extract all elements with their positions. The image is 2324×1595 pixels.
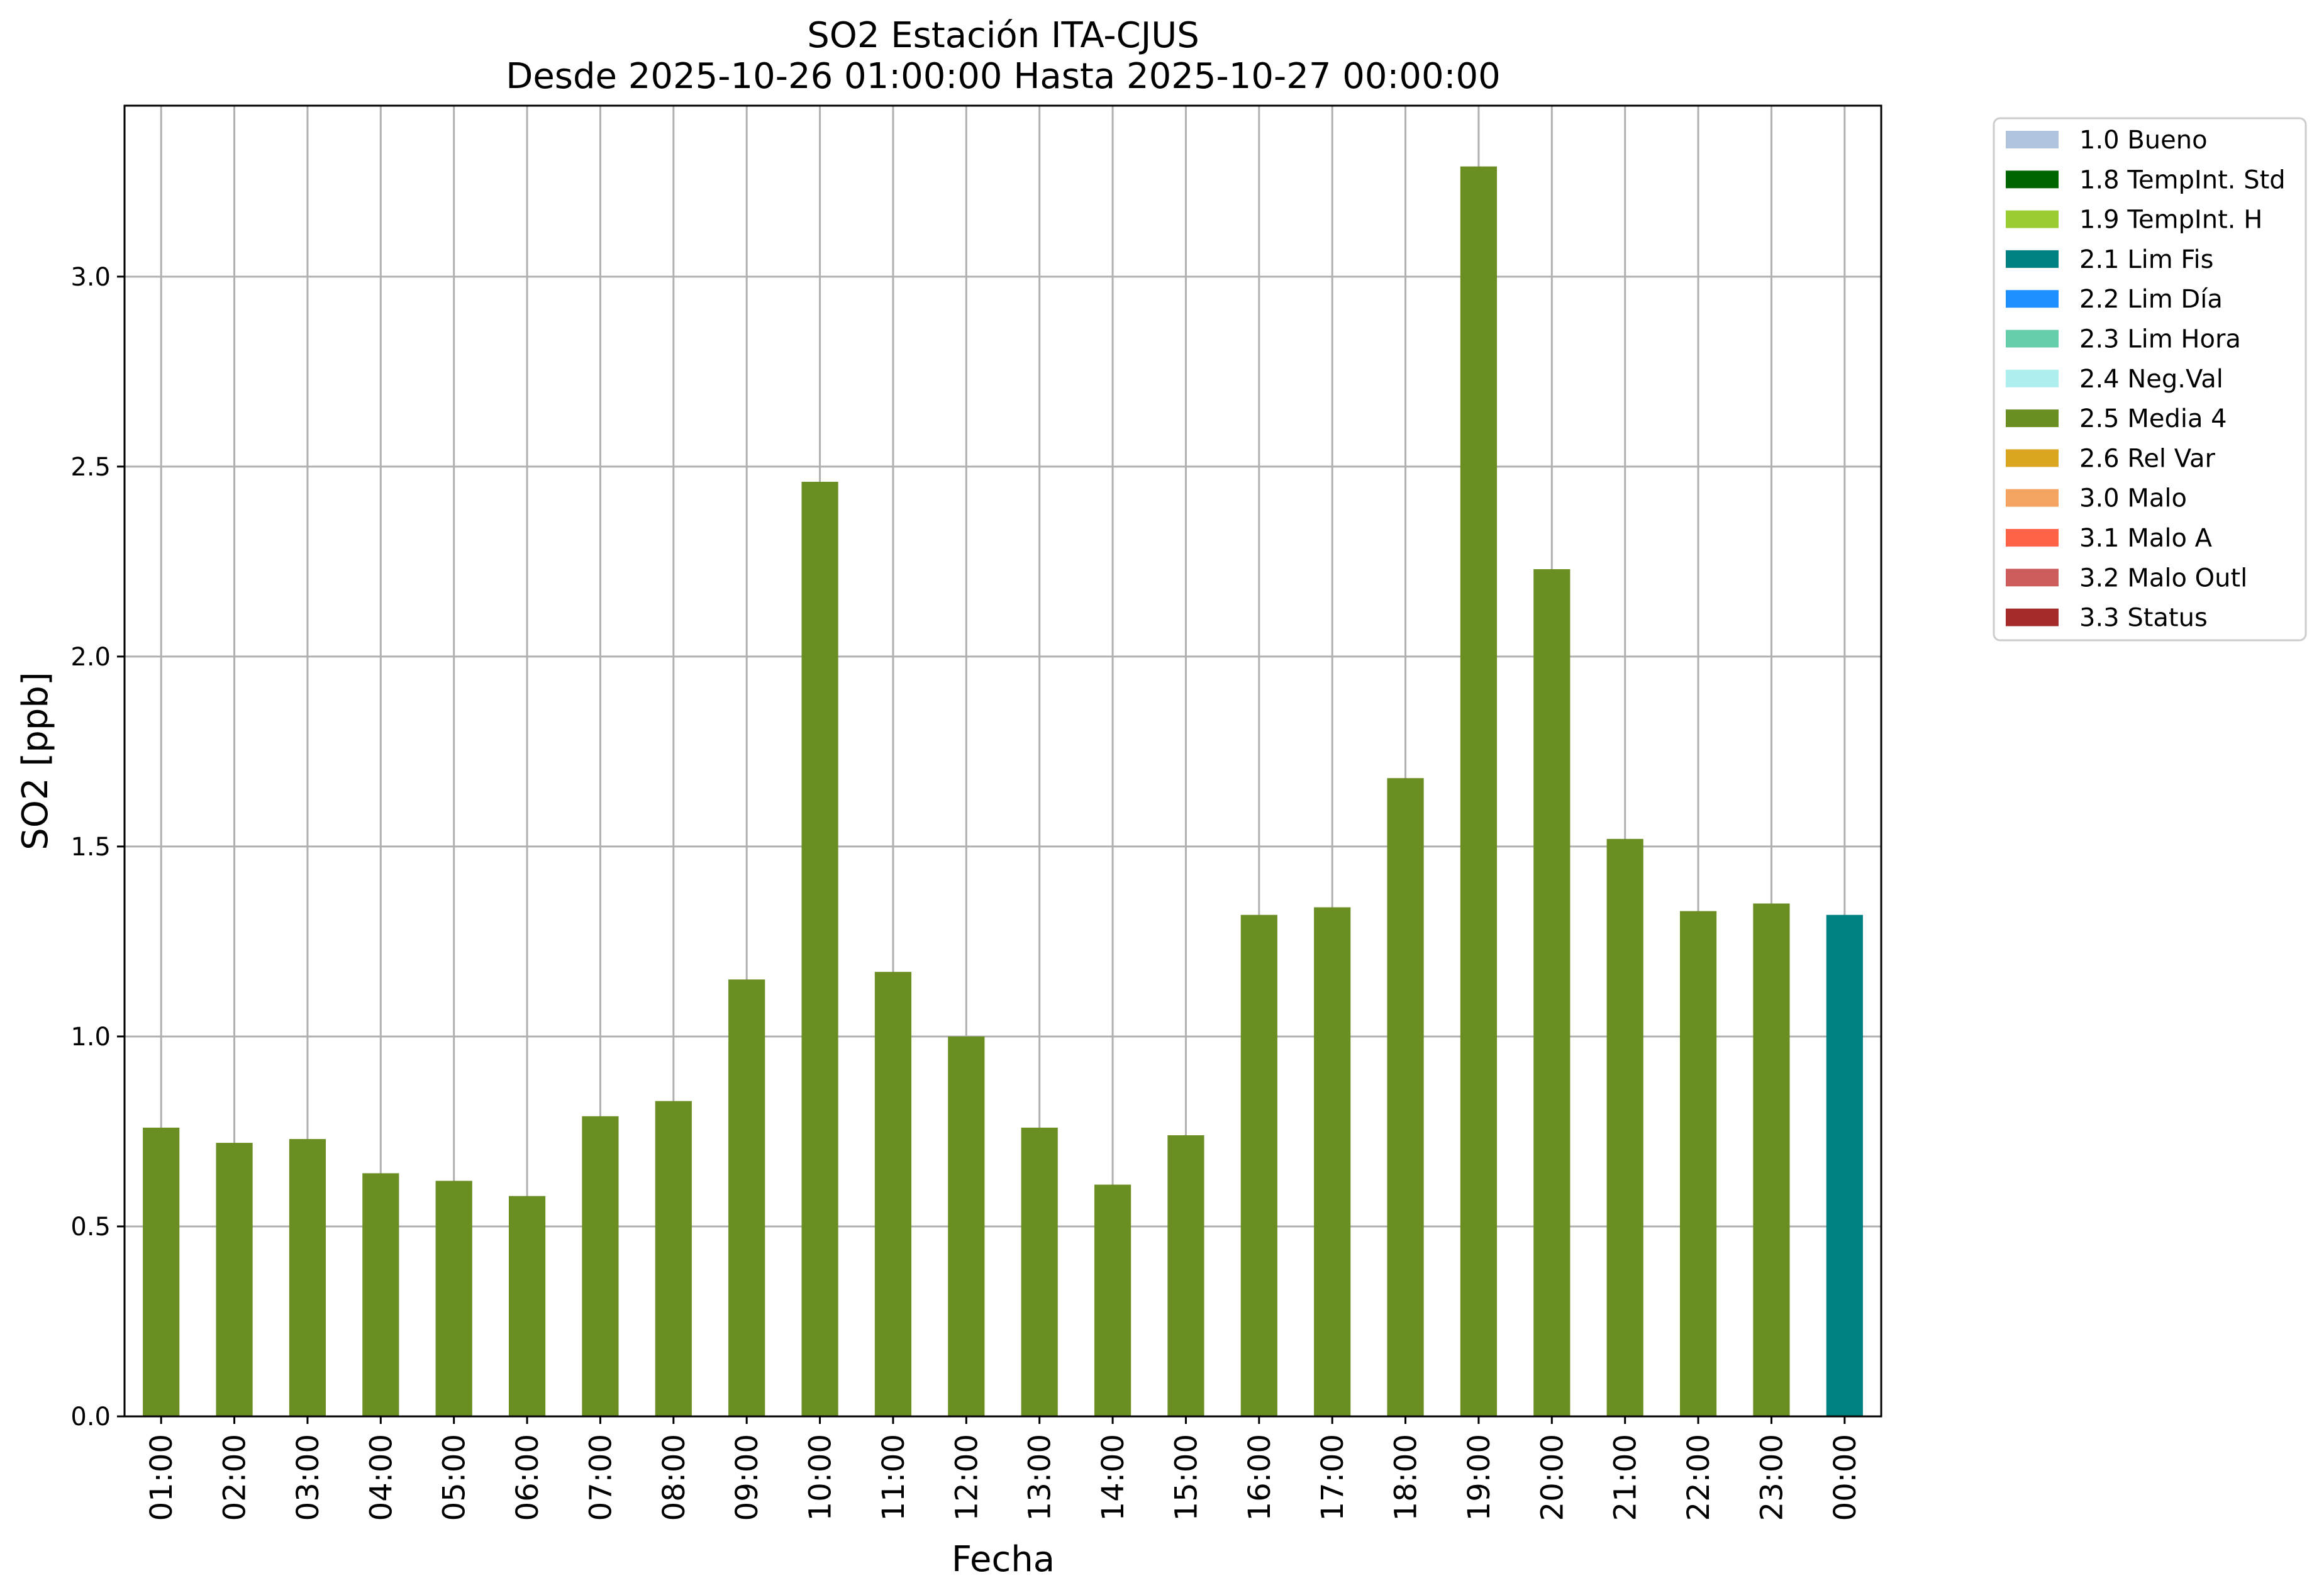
y-tick-label: 0.0 <box>70 1403 111 1431</box>
bar-1500 <box>1167 1135 1204 1416</box>
x-tick-label: 01:00 <box>144 1434 179 1521</box>
legend-label: 3.1 Malo A <box>2079 524 2213 553</box>
legend-swatch <box>2006 489 2059 507</box>
legend-items: 1.0 Bueno 1.8 TempInt. Std 1.9 TempInt. H 2… <box>2006 126 2286 633</box>
legend-label: 2.3 Lim Hora <box>2079 325 2241 354</box>
legend-label: 2.4 Neg.Val <box>2079 365 2223 394</box>
bar-0600 <box>508 1196 546 1416</box>
x-tick-label: 04:00 <box>364 1434 399 1521</box>
plot-area-frame <box>123 104 1882 1418</box>
y-tick-label: 2.0 <box>70 643 111 672</box>
legend-swatch <box>2006 330 2059 348</box>
x-tick-label: 19:00 <box>1462 1434 1497 1521</box>
bar-1100 <box>874 972 912 1416</box>
bar-2200 <box>1679 911 1717 1416</box>
legend-label: 1.9 TempInt. H <box>2079 206 2262 235</box>
legend-box <box>1993 117 2307 642</box>
bar-1400 <box>1094 1184 1131 1416</box>
y-tick-label: 0.5 <box>70 1213 111 1242</box>
legend-label: 2.1 Lim Fis <box>2079 245 2213 274</box>
x-tick-label: 05:00 <box>437 1434 472 1521</box>
y-tick-label: 3.0 <box>70 263 111 292</box>
bar-2100 <box>1606 838 1643 1416</box>
legend-swatch <box>2006 369 2059 387</box>
legend-label: 3.0 Malo <box>2079 484 2187 513</box>
chart-subtitle: Desde 2025-10-26 01:00:00 Hasta 2025-10-… <box>506 56 1501 97</box>
bar-0500 <box>435 1181 472 1416</box>
x-axis-label: Fecha <box>952 1539 1055 1580</box>
legend-label: 2.5 Media 4 <box>2079 404 2227 433</box>
bar-0800 <box>655 1101 692 1416</box>
y-axis-ticks: 0.0 0.5 1.0 1.5 2.0 2.5 3.0 <box>70 263 125 1431</box>
legend-swatch <box>2006 290 2059 308</box>
bar-1000 <box>801 482 838 1417</box>
legend-label: 3.3 Status <box>2079 604 2208 633</box>
legend-swatch <box>2006 449 2059 467</box>
x-tick-label: 15:00 <box>1169 1434 1204 1521</box>
x-tick-label: 06:00 <box>510 1434 545 1521</box>
legend-label: 1.0 Bueno <box>2079 126 2208 155</box>
x-tick-label: 17:00 <box>1315 1434 1350 1521</box>
bar-0300 <box>289 1139 326 1416</box>
bar-1800 <box>1387 778 1424 1416</box>
bars <box>143 166 1863 1417</box>
bar-2300 <box>1753 903 1790 1416</box>
legend-label: 3.2 Malo Outl <box>2079 564 2247 592</box>
x-tick-label: 13:00 <box>1023 1434 1058 1521</box>
bar-1200 <box>948 1036 985 1416</box>
bar-0100 <box>143 1127 180 1416</box>
x-tick-label: 08:00 <box>657 1434 692 1521</box>
x-tick-label: 09:00 <box>730 1434 765 1521</box>
legend-swatch <box>2006 569 2059 587</box>
bar-0000 <box>1826 914 1863 1416</box>
x-tick-label: 07:00 <box>583 1434 618 1521</box>
bar-1900 <box>1460 166 1498 1416</box>
legend-swatch <box>2006 170 2059 189</box>
bar-1300 <box>1021 1127 1058 1416</box>
x-tick-label: 16:00 <box>1242 1434 1277 1521</box>
legend-label: 2.2 Lim Día <box>2079 285 2223 314</box>
x-tick-label: 21:00 <box>1608 1434 1643 1521</box>
legend-swatch <box>2006 131 2059 148</box>
x-tick-label: 02:00 <box>218 1434 253 1521</box>
bar-1700 <box>1314 907 1351 1416</box>
bar-1600 <box>1240 914 1277 1416</box>
x-tick-label: 12:00 <box>949 1434 984 1521</box>
legend-swatch <box>2006 529 2059 547</box>
x-tick-label: 03:00 <box>291 1434 326 1521</box>
legend: 1.0 Bueno 1.8 TempInt. Std 1.9 TempInt. H 2… <box>1993 117 2307 642</box>
y-tick-label: 1.5 <box>70 833 111 862</box>
x-tick-label: 23:00 <box>1754 1434 1789 1521</box>
y-axis-label: SO2 [ppb] <box>15 672 56 850</box>
legend-swatch <box>2006 210 2059 228</box>
x-axis-ticks: 01:00 02:00 03:00 04:00 05:00 06:00 07:00 08:00… <box>144 1416 1863 1521</box>
x-tick-label: 11:00 <box>876 1434 911 1521</box>
chart-title: SO2 Estación ITA-CJUS <box>807 15 1199 56</box>
y-tick-label: 1.0 <box>70 1023 111 1052</box>
x-tick-label: 10:00 <box>803 1434 838 1521</box>
bar-0700 <box>582 1116 619 1416</box>
x-tick-label: 20:00 <box>1535 1434 1570 1521</box>
legend-label: 1.8 TempInt. Std <box>2079 165 2286 194</box>
legend-swatch <box>2006 409 2059 428</box>
bar-0400 <box>362 1173 399 1416</box>
x-tick-label: 00:00 <box>1828 1434 1863 1521</box>
x-tick-label: 22:00 <box>1681 1434 1716 1521</box>
bar-0900 <box>728 979 765 1416</box>
legend-label: 2.6 Rel Var <box>2079 444 2216 473</box>
x-tick-label: 14:00 <box>1096 1434 1131 1521</box>
bar-2000 <box>1533 569 1571 1417</box>
x-tick-label: 18:00 <box>1389 1434 1424 1521</box>
y-tick-label: 2.5 <box>70 453 111 482</box>
legend-swatch <box>2006 250 2059 268</box>
bar-0200 <box>216 1143 253 1416</box>
legend-swatch <box>2006 608 2059 626</box>
